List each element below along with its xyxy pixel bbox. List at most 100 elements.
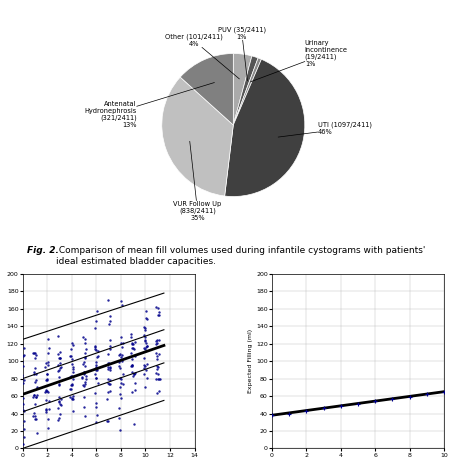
Point [94,353,101,360]
Point [79,374,86,381]
Point [82,335,89,343]
Point [153,352,160,360]
Point [44,349,51,356]
Point [82,339,89,346]
Point [30,409,37,416]
Point [33,391,40,398]
Point [92,366,99,373]
Point [156,337,163,344]
Point [56,364,63,371]
Point [19,379,27,387]
Point [45,345,52,352]
Point [155,312,162,319]
Point [92,358,99,365]
Point [116,390,124,398]
Point [94,379,101,387]
Point [106,363,114,371]
Point [80,370,87,377]
Point [17,440,24,448]
Point [43,375,51,382]
Point [117,376,125,383]
Point [117,333,125,340]
Point [67,352,75,360]
Point [119,357,126,365]
Point [268,412,275,419]
Point [45,358,52,365]
Point [116,414,123,422]
Point [68,381,76,389]
Point [44,415,52,423]
Point [43,405,50,413]
Point [55,381,63,388]
Point [44,377,51,384]
Point [92,361,100,369]
Point [154,375,162,383]
Text: Comparison of mean fill volumes used during infantile cystograms with patients'
: Comparison of mean fill volumes used dur… [56,246,425,266]
Point [92,346,100,354]
Point [45,397,53,405]
Point [21,426,28,433]
Point [56,373,63,380]
Point [116,426,123,433]
Point [29,350,37,357]
Point [118,351,125,358]
Point [17,434,24,442]
Point [105,380,112,388]
Point [57,363,64,371]
Point [79,360,86,368]
Point [106,336,114,344]
Point [105,359,112,367]
Point [128,330,135,337]
Point [142,326,149,334]
Point [104,366,111,373]
Point [82,375,90,382]
Point [91,371,98,378]
Point [29,412,37,420]
Point [69,368,77,376]
Point [18,389,25,396]
Point [106,320,113,328]
Point [106,366,113,373]
Point [116,404,123,412]
Point [119,340,126,347]
Point [19,373,26,381]
Point [155,387,163,395]
Point [142,337,149,344]
Point [105,379,112,387]
Point [106,364,114,371]
Point [155,312,163,319]
Point [42,376,49,384]
Point [131,353,138,360]
Point [104,388,111,396]
Point [31,391,38,399]
Point [67,386,74,393]
Point [128,388,135,396]
Wedge shape [233,58,261,125]
Point [337,402,344,409]
Point [55,332,62,340]
Point [80,370,87,377]
Point [154,363,162,371]
Point [106,312,114,320]
Point [32,415,39,422]
Point [69,355,76,363]
Point [130,370,137,378]
Point [67,394,74,401]
Point [92,344,99,351]
Point [69,365,77,372]
Point [285,410,293,417]
Point [440,388,448,396]
Point [140,331,148,338]
Point [42,363,49,371]
Point [117,353,125,361]
Point [141,345,148,352]
Point [58,395,65,402]
Point [68,396,76,403]
Point [56,354,63,362]
Point [93,412,101,419]
Point [116,362,123,370]
Point [142,366,149,374]
Point [141,362,148,370]
Point [116,351,123,359]
Point [128,355,135,362]
